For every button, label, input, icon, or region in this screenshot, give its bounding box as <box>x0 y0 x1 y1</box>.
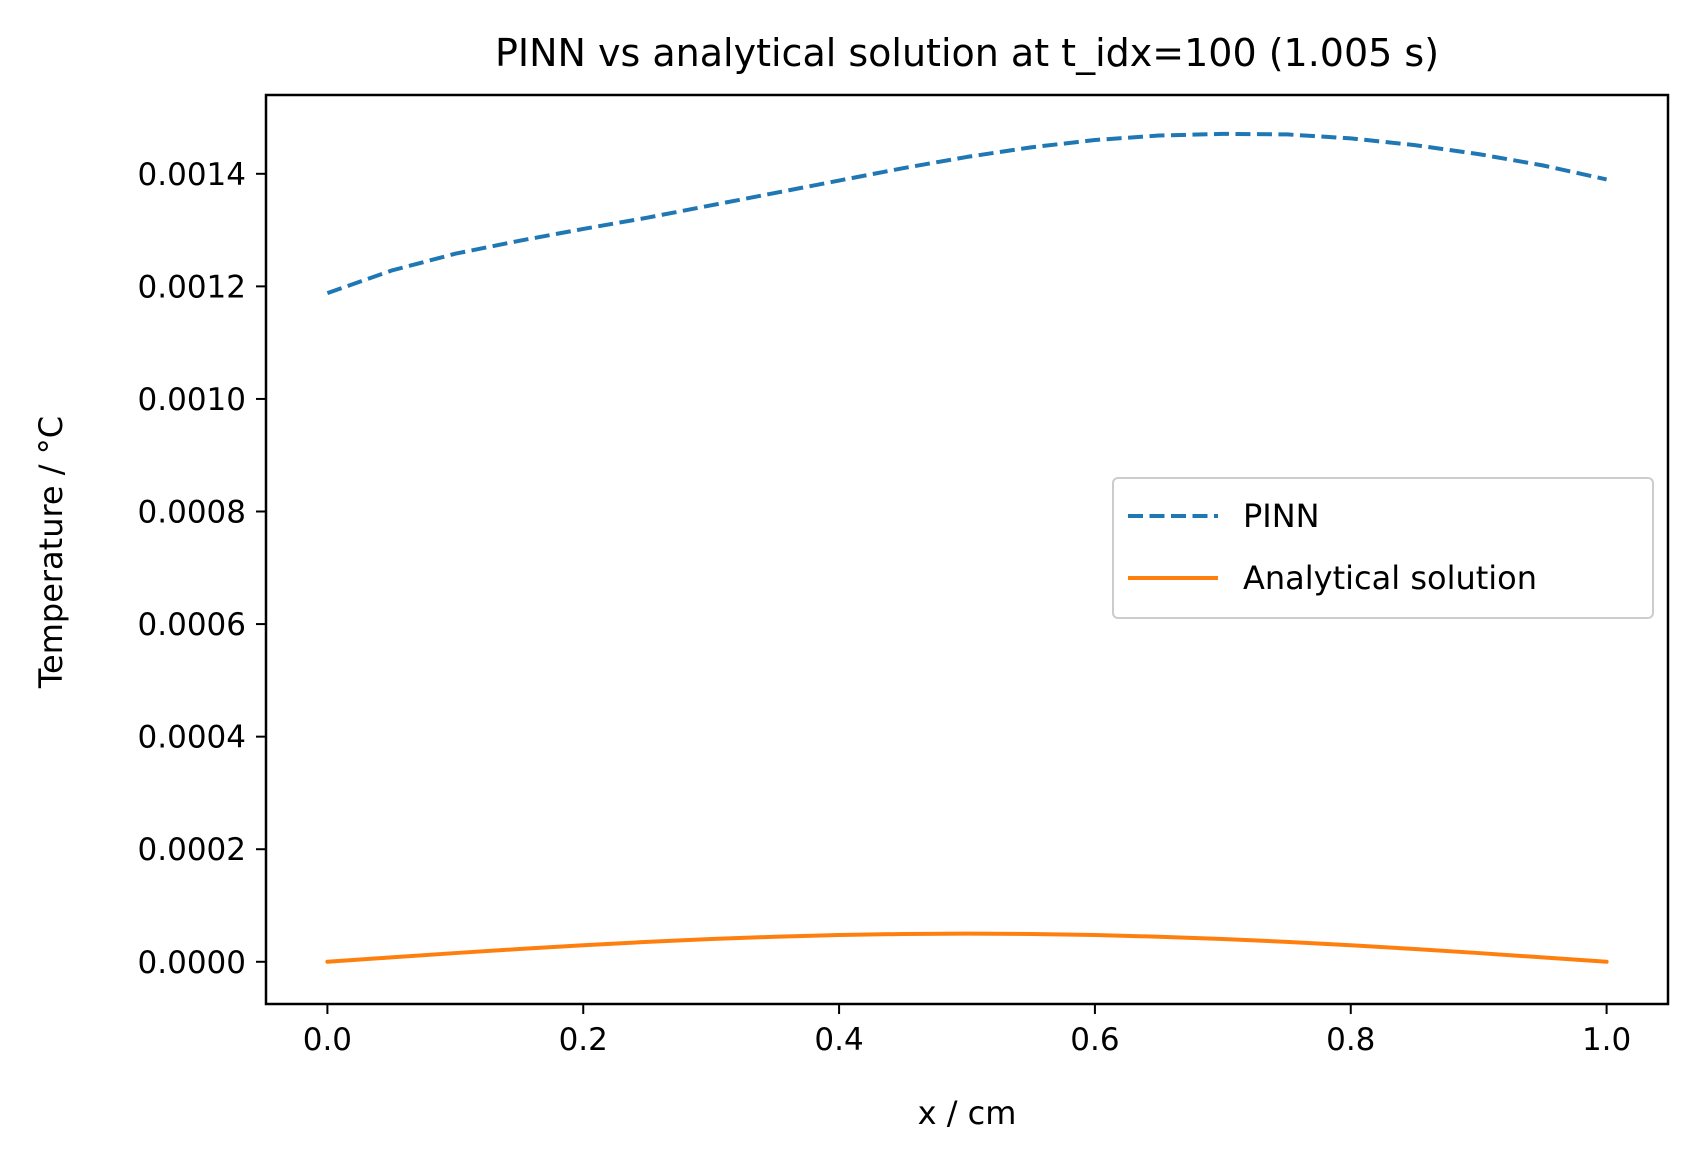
y-tick-label: 0.0012 <box>138 269 246 305</box>
x-tick-label: 0.2 <box>559 1022 608 1058</box>
y-tick-label: 0.0006 <box>138 607 246 643</box>
x-tick-label: 0.8 <box>1326 1022 1375 1058</box>
legend-label-analytical-solution: Analytical solution <box>1243 559 1537 597</box>
x-axis-label: x / cm <box>918 1094 1017 1132</box>
x-tick-label: 1.0 <box>1582 1022 1631 1058</box>
y-axis-label: Temperature / °C <box>32 416 70 689</box>
y-tick-label: 0.0004 <box>138 720 246 756</box>
plot-frame <box>264 93 1670 1006</box>
plot-area <box>325 131 1609 964</box>
legend-label-pinn: PINN <box>1243 497 1320 535</box>
x-tick-label: 0.6 <box>1070 1022 1119 1058</box>
x-tick-label: 0.4 <box>814 1022 863 1058</box>
axes: 0.0 0.2 0.4 0.6 0.8 1.0 0.0000 0.0002 0.0004 0.00… <box>138 93 1670 1058</box>
legend-box <box>1112 477 1654 619</box>
x-tick-label: 0.0 <box>303 1022 352 1058</box>
series-line-pinn <box>326 131 1608 296</box>
legend: PINN Analytical solution <box>1112 477 1654 619</box>
series-line-analytical-solution <box>325 931 1609 964</box>
y-tick-label: 0.0014 <box>138 157 246 193</box>
chart-title: PINN vs analytical solution at t_idx=100… <box>495 31 1439 75</box>
y-tick-label: 0.0002 <box>138 832 246 868</box>
y-tick-label: 0.0008 <box>138 495 246 531</box>
y-tick-label: 0.0000 <box>138 945 246 981</box>
y-tick-label: 0.0010 <box>138 382 246 418</box>
